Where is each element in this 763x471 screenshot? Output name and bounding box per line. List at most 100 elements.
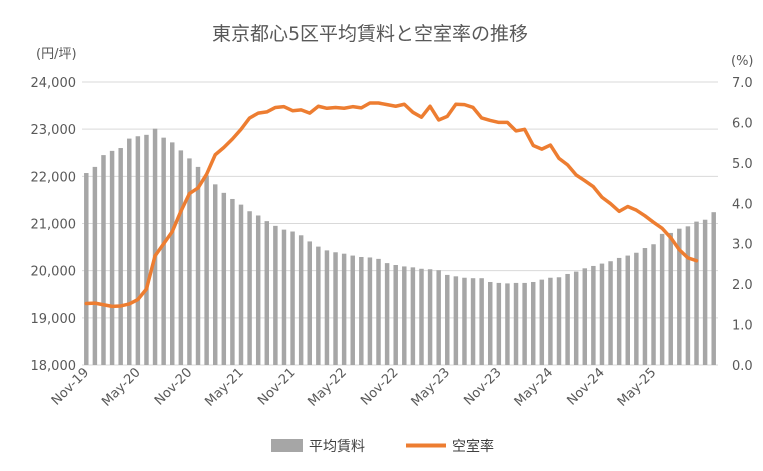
- rent-bar: [548, 277, 553, 365]
- rent-bar: [92, 166, 98, 365]
- x-tick-label: May-22: [305, 365, 349, 409]
- rent-bar: [212, 184, 218, 365]
- rent-bar: [513, 282, 519, 365]
- rent-bars: [84, 128, 716, 365]
- rent-bar: [625, 255, 630, 365]
- rent-bar: [247, 211, 252, 365]
- rent-bar: [273, 225, 278, 365]
- right-tick-label: 0.0: [732, 359, 753, 374]
- right-axis-unit: (%): [731, 54, 754, 69]
- rent-bar: [135, 136, 141, 365]
- rent-bar: [376, 258, 381, 365]
- rent-bar: [436, 270, 441, 365]
- left-tick-label: 22,000: [31, 170, 77, 185]
- rent-bar: [445, 274, 450, 365]
- right-tick-label: 5.0: [732, 157, 753, 172]
- rent-bar: [651, 244, 656, 365]
- rent-bar: [84, 173, 89, 365]
- rent-bar: [195, 166, 201, 365]
- rent-bar: [659, 233, 665, 365]
- rent-bar: [359, 256, 364, 365]
- left-tick-label: 24,000: [31, 76, 77, 91]
- rent-bar: [238, 204, 244, 365]
- rent-bar: [573, 271, 579, 365]
- rent-bar: [565, 273, 570, 365]
- rent-bar: [530, 281, 536, 365]
- rent-bar: [711, 212, 716, 365]
- chart-title: 東京都心5区平均賃料と空室率の推移: [212, 23, 528, 45]
- vacancy-line-layer: [84, 101, 699, 309]
- rent-bar: [685, 226, 691, 365]
- x-tick-label: May-21: [202, 365, 246, 409]
- rent-bar: [101, 155, 106, 365]
- rent-bar: [307, 241, 312, 365]
- rent-bar: [367, 257, 373, 365]
- rent-bar: [170, 142, 175, 365]
- rent-bar: [341, 253, 347, 365]
- rent-bar: [161, 137, 166, 365]
- rent-bar: [453, 276, 459, 365]
- rent-bar: [290, 231, 295, 365]
- right-tick-label: 1.0: [732, 319, 753, 334]
- left-tick-label: 19,000: [31, 312, 77, 327]
- rent-bar: [642, 248, 648, 365]
- x-tick-label: May-20: [99, 365, 143, 409]
- rent-bar: [702, 219, 708, 365]
- rent-bar: [402, 266, 407, 365]
- rent-bar: [677, 228, 682, 365]
- x-tick-label: Nov-23: [461, 365, 504, 408]
- legend-bar-swatch: [271, 439, 303, 452]
- rent-bar: [204, 175, 209, 365]
- rent-bar: [522, 282, 527, 365]
- rent-bar: [505, 283, 510, 365]
- x-tick-label: May-25: [615, 365, 659, 409]
- left-axis-ticks: 18,000 19,000 20,000 21,000 22,000 23,000 24,0…: [31, 76, 77, 374]
- rent-bar: [608, 261, 613, 365]
- x-tick-label: Nov-24: [564, 365, 607, 408]
- rent-bar: [255, 215, 261, 365]
- rent-bar: [281, 229, 287, 365]
- left-tick-label: 18,000: [31, 359, 77, 374]
- rent-bar: [539, 279, 545, 365]
- rent-bar: [109, 150, 115, 365]
- rent-bar: [616, 257, 622, 365]
- rent-bar: [127, 138, 132, 365]
- right-tick-label: 2.0: [732, 278, 753, 293]
- rent-bar: [333, 252, 338, 365]
- left-tick-label: 21,000: [31, 218, 77, 233]
- left-tick-label: 20,000: [31, 265, 77, 280]
- rent-bar: [118, 148, 123, 365]
- rent-bar: [221, 192, 227, 365]
- x-tick-label: May-24: [512, 365, 556, 409]
- rent-bar: [488, 281, 493, 365]
- x-tick-label: Nov-21: [255, 365, 298, 408]
- rent-bar: [462, 277, 467, 365]
- rent-bar: [582, 268, 588, 365]
- x-tick-label: Nov-20: [152, 365, 195, 408]
- right-axis-ticks: 0.0 1.0 2.0 3.0 4.0 5.0 6.0 7.0: [732, 76, 753, 374]
- vacancy-line: [84, 101, 699, 309]
- rent-bar: [324, 250, 330, 365]
- rent-bar: [350, 255, 355, 365]
- right-tick-label: 7.0: [732, 76, 753, 91]
- x-axis-ticks: Nov-19 May-20 Nov-20 May-21 Nov-21 May-22 Nov-…: [49, 365, 660, 409]
- rent-bar: [427, 269, 433, 365]
- rent-bar: [187, 158, 192, 365]
- rent-bar: [470, 278, 476, 365]
- right-tick-label: 6.0: [732, 116, 753, 131]
- right-tick-label: 3.0: [732, 238, 753, 253]
- rent-bar: [599, 263, 605, 365]
- rent-bar: [556, 277, 562, 365]
- left-tick-label: 23,000: [31, 123, 77, 138]
- rent-bar: [264, 221, 270, 365]
- x-tick-label: Nov-22: [358, 365, 401, 408]
- rent-bar: [419, 268, 424, 365]
- legend-rent-label: 平均賃料: [309, 439, 365, 455]
- rent-bar: [410, 267, 416, 365]
- legend: 平均賃料 空室率: [271, 438, 494, 455]
- rent-bar: [230, 198, 235, 365]
- rent-bar: [694, 221, 699, 365]
- rent-bar: [393, 265, 398, 365]
